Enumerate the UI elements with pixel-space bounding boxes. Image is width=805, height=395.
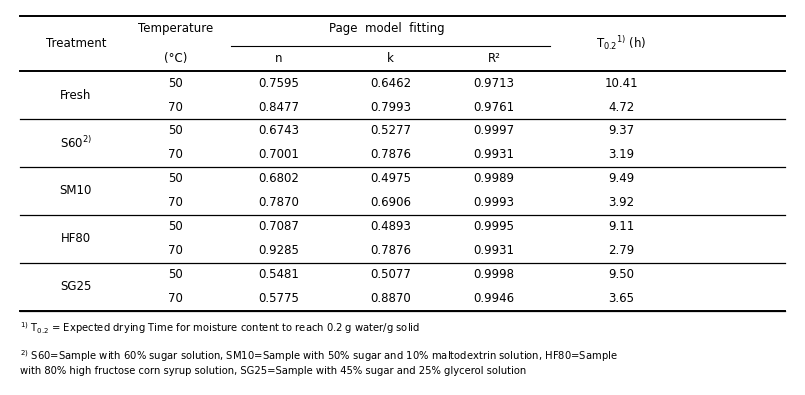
- Text: 50: 50: [168, 77, 183, 90]
- Text: 0.9995: 0.9995: [473, 220, 514, 233]
- Text: 70: 70: [168, 196, 183, 209]
- Text: 0.9931: 0.9931: [473, 245, 514, 258]
- Text: Temperature: Temperature: [138, 22, 213, 35]
- Text: 0.7876: 0.7876: [370, 245, 411, 258]
- Text: SM10: SM10: [60, 184, 92, 198]
- Text: k: k: [387, 52, 394, 65]
- Text: Fresh: Fresh: [60, 88, 92, 102]
- Text: 0.7870: 0.7870: [258, 196, 299, 209]
- Text: 0.9931: 0.9931: [473, 149, 514, 162]
- Text: 0.5481: 0.5481: [258, 268, 299, 281]
- Text: HF80: HF80: [61, 232, 91, 245]
- Text: 0.4975: 0.4975: [370, 173, 411, 185]
- Text: 0.9761: 0.9761: [473, 100, 514, 113]
- Text: 3.19: 3.19: [609, 149, 634, 162]
- Text: 0.6906: 0.6906: [370, 196, 411, 209]
- Text: 0.5277: 0.5277: [370, 124, 411, 137]
- Text: 9.37: 9.37: [609, 124, 634, 137]
- Text: 50: 50: [168, 220, 183, 233]
- Text: 0.7595: 0.7595: [258, 77, 299, 90]
- Text: 70: 70: [168, 245, 183, 258]
- Text: R²: R²: [488, 52, 501, 65]
- Text: n: n: [275, 52, 283, 65]
- Text: 0.7876: 0.7876: [370, 149, 411, 162]
- Text: 9.49: 9.49: [609, 173, 634, 185]
- Text: 70: 70: [168, 149, 183, 162]
- Text: $^{1)}$ T$_{0.2}$ = Expected drying Time for moisture content to reach 0.2 g wat: $^{1)}$ T$_{0.2}$ = Expected drying Time…: [20, 320, 420, 336]
- Text: 10.41: 10.41: [605, 77, 638, 90]
- Text: 0.7087: 0.7087: [258, 220, 299, 233]
- Text: 0.9285: 0.9285: [258, 245, 299, 258]
- Text: 0.9713: 0.9713: [473, 77, 514, 90]
- Text: 70: 70: [168, 292, 183, 305]
- Text: $^{2)}$ S60=Sample with 60% sugar solution, SM10=Sample with 50% sugar and 10% m: $^{2)}$ S60=Sample with 60% sugar soluti…: [20, 348, 618, 376]
- Text: 0.9993: 0.9993: [473, 196, 514, 209]
- Text: 0.6462: 0.6462: [370, 77, 411, 90]
- Text: (°C): (°C): [163, 52, 187, 65]
- Text: 0.9989: 0.9989: [473, 173, 514, 185]
- Text: 0.5775: 0.5775: [258, 292, 299, 305]
- Text: 0.7001: 0.7001: [258, 149, 299, 162]
- Text: 0.6743: 0.6743: [258, 124, 299, 137]
- Text: 0.9946: 0.9946: [473, 292, 514, 305]
- Text: 4.72: 4.72: [609, 100, 634, 113]
- Text: 50: 50: [168, 124, 183, 137]
- Text: 2.79: 2.79: [609, 245, 634, 258]
- Text: T$_{0.2}$$^{1)}$ (h): T$_{0.2}$$^{1)}$ (h): [597, 34, 647, 53]
- Text: S60$^{2)}$: S60$^{2)}$: [60, 135, 92, 151]
- Text: 50: 50: [168, 268, 183, 281]
- Text: 3.65: 3.65: [609, 292, 634, 305]
- Text: 0.9998: 0.9998: [473, 268, 514, 281]
- Text: 9.50: 9.50: [609, 268, 634, 281]
- Text: 0.9997: 0.9997: [473, 124, 514, 137]
- Text: 0.7993: 0.7993: [370, 100, 411, 113]
- Text: 9.11: 9.11: [609, 220, 634, 233]
- Text: Treatment: Treatment: [46, 37, 106, 50]
- Text: SG25: SG25: [60, 280, 92, 293]
- Text: 3.92: 3.92: [609, 196, 634, 209]
- Text: 0.8870: 0.8870: [370, 292, 411, 305]
- Text: 0.8477: 0.8477: [258, 100, 299, 113]
- Text: 50: 50: [168, 173, 183, 185]
- Text: Page  model  fitting: Page model fitting: [328, 22, 444, 35]
- Text: 0.5077: 0.5077: [370, 268, 411, 281]
- Text: 0.4893: 0.4893: [370, 220, 411, 233]
- Text: 70: 70: [168, 100, 183, 113]
- Text: 0.6802: 0.6802: [258, 173, 299, 185]
